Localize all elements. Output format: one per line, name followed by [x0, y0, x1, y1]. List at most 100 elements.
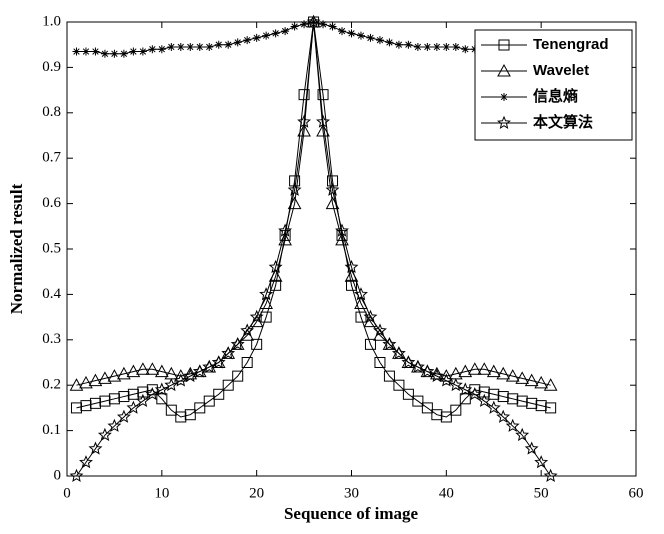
marker-star	[268, 259, 283, 274]
marker-triangle	[354, 296, 368, 309]
marker-star	[335, 223, 349, 237]
marker-star	[164, 377, 179, 392]
marker-asterisk	[252, 33, 261, 42]
marker-asterisk	[233, 38, 242, 47]
marker-square	[364, 338, 376, 350]
y-tick-label: 0.6	[42, 195, 61, 211]
marker-asterisk	[281, 27, 290, 36]
marker-triangle	[534, 375, 549, 389]
marker-star	[325, 182, 340, 196]
marker-triangle	[107, 369, 122, 382]
marker-asterisk	[91, 47, 100, 56]
marker-star	[154, 382, 169, 396]
marker-triangle	[98, 371, 112, 384]
marker-asterisk	[195, 42, 204, 51]
marker-square	[241, 357, 253, 368]
marker-star	[183, 368, 198, 383]
marker-square	[440, 411, 452, 423]
x-tick-label: 0	[63, 485, 71, 501]
marker-star	[97, 427, 112, 442]
marker-square	[498, 39, 510, 51]
marker-asterisk	[347, 29, 356, 38]
marker-star	[458, 382, 473, 396]
marker-star	[173, 373, 188, 387]
x-axis-label: Sequence of image	[284, 504, 419, 523]
marker-star	[505, 418, 520, 432]
marker-square	[89, 397, 101, 409]
y-tick-label: 0.4	[42, 286, 61, 302]
marker-star	[297, 114, 312, 128]
marker-square	[545, 402, 557, 414]
marker-asterisk	[451, 42, 460, 51]
marker-square	[431, 409, 443, 421]
marker-star	[448, 377, 463, 392]
marker-star	[382, 336, 397, 351]
marker-asterisk	[224, 40, 233, 49]
marker-asterisk	[262, 31, 271, 40]
marker-star	[486, 400, 501, 414]
legend-box	[474, 29, 633, 141]
marker-triangle	[297, 123, 311, 137]
marker-asterisk	[300, 20, 309, 29]
marker-star	[107, 418, 122, 432]
marker-star	[202, 359, 217, 373]
marker-square	[289, 175, 301, 187]
marker-square	[184, 409, 196, 421]
marker-square	[507, 393, 519, 405]
marker-star	[477, 393, 492, 407]
marker-square	[355, 311, 367, 323]
marker-star	[79, 455, 93, 469]
x-tick-label: 30	[344, 485, 359, 501]
marker-square	[421, 402, 433, 414]
marker-asterisk	[290, 22, 299, 31]
marker-asterisk	[176, 42, 185, 51]
marker-star	[249, 309, 264, 324]
legend-label: 本文算法	[533, 113, 593, 131]
marker-asterisk	[366, 33, 375, 42]
marker-square	[459, 393, 471, 405]
marker-star	[401, 355, 416, 369]
marker-star	[534, 455, 549, 469]
marker-asterisk	[214, 40, 223, 49]
marker-square	[488, 388, 500, 400]
marker-star	[439, 373, 454, 387]
marker-triangle	[278, 232, 292, 246]
marker-triangle	[88, 373, 103, 387]
marker-triangle	[505, 369, 520, 382]
marker-triangle	[392, 346, 406, 359]
marker-asterisk	[432, 42, 441, 51]
y-tick-label: 0.1	[42, 422, 61, 438]
legend-label: 信息熵	[533, 87, 578, 105]
marker-asterisk	[119, 49, 128, 58]
marker-triangle	[126, 364, 141, 378]
marker-star	[429, 368, 444, 383]
marker-star	[497, 115, 511, 129]
marker-square	[222, 379, 234, 391]
marker-asterisk	[243, 36, 252, 45]
marker-star	[354, 287, 368, 301]
marker-triangle	[145, 362, 160, 375]
marker-asterisk	[500, 93, 508, 101]
marker-star	[467, 387, 482, 401]
marker-triangle	[117, 366, 131, 380]
marker-asterisk	[461, 45, 470, 54]
y-tick-label: 0.3	[42, 331, 61, 347]
marker-asterisk	[110, 49, 119, 58]
marker-asterisk	[129, 47, 138, 56]
marker-square	[118, 391, 130, 403]
marker-asterisk	[356, 31, 365, 40]
y-tick-label: 0.2	[42, 377, 61, 393]
marker-asterisk	[271, 29, 280, 38]
marker-square	[165, 404, 177, 416]
marker-star	[230, 336, 245, 351]
marker-triangle	[496, 366, 511, 380]
marker-square	[70, 402, 82, 414]
marker-square	[374, 357, 386, 368]
marker-star	[524, 441, 539, 455]
marker-star	[372, 323, 387, 337]
y-axis-label: Normalized result	[7, 183, 26, 314]
marker-square	[346, 279, 357, 291]
marker-square	[175, 411, 187, 423]
marker-star	[543, 468, 558, 482]
